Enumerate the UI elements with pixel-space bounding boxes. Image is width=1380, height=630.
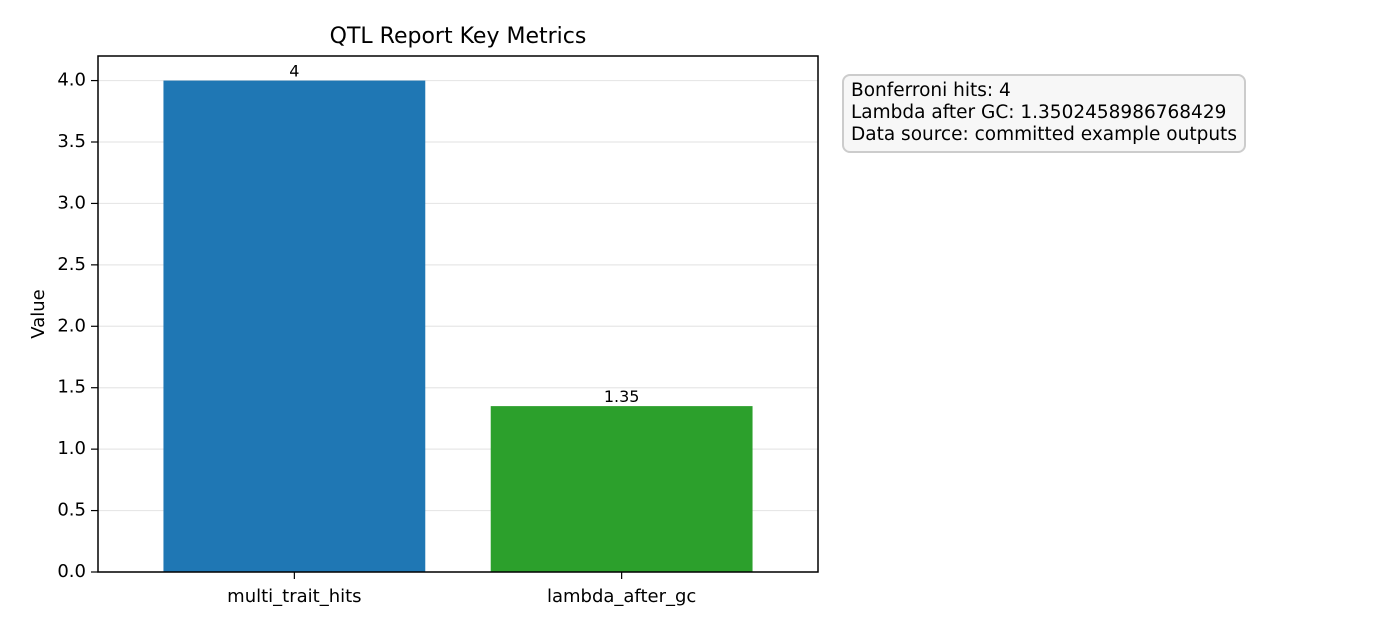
chart-title: QTL Report Key Metrics: [330, 24, 587, 49]
info-box: Bonferroni hits: 4 Lambda after GC: 1.35…: [842, 74, 1246, 153]
bar-value-label: 1.35: [604, 387, 640, 406]
bar-lambda-after-gc: [490, 406, 753, 572]
y-tick-label: 3.0: [57, 192, 86, 213]
info-line-lambda: Lambda after GC: 1.3502458986768429: [851, 102, 1227, 123]
data-labels: 41.35: [289, 62, 639, 407]
y-tick-label: 0.0: [57, 561, 86, 582]
y-axis-ticks: 0.0 0.5 1.0 1.5 2.0 2.5 3.0 3.5 4.0: [57, 70, 98, 582]
y-tick-label: 2.0: [57, 315, 86, 336]
plot-frame: [97, 55, 819, 573]
y-tick-label: 1.5: [57, 377, 86, 398]
info-line-source: Data source: committed example outputs: [851, 124, 1237, 145]
bar-multi-trait-hits: [163, 80, 426, 573]
x-tick-label: multi_trait_hits: [227, 586, 361, 607]
bars: [163, 80, 753, 573]
y-tick-label: 3.5: [57, 131, 86, 152]
info-line-bonferroni: Bonferroni hits: 4: [851, 80, 1011, 101]
y-axis-label: Value: [28, 289, 49, 338]
x-tick-label: lambda_after_gc: [547, 586, 696, 607]
bar-value-label: 4: [289, 62, 299, 81]
y-tick-label: 2.5: [57, 254, 86, 275]
y-tick-label: 0.5: [57, 500, 86, 521]
y-tick-label: 4.0: [57, 70, 86, 91]
x-axis-ticks: multi_trait_hits lambda_after_gc: [227, 572, 696, 607]
y-tick-label: 1.0: [57, 438, 86, 459]
